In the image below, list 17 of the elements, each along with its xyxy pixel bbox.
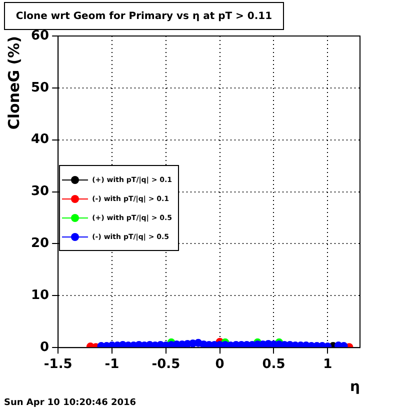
x-axis-title: η [350,379,360,396]
y-tick-label: 50 [30,80,50,96]
y-tick-label: 20 [30,236,50,252]
y-tick-label: 40 [30,132,50,148]
text: Sun Apr 10 10:20:46 2016 [4,398,136,408]
x-tick-label: 0 [215,356,224,372]
y-tick-label: 10 [30,288,50,304]
chart-title: Clone wrt Geom for Primary vs η at pT > 0.11 [4,2,284,30]
y-axis-title: CloneG (%) [4,36,23,130]
x-tick-label: -1 [104,356,120,372]
y-tick-label: 60 [30,28,50,44]
x-tick-label: -1.5 [44,356,72,372]
y-tick-label: 30 [30,184,50,200]
x-tick-label: 0.5 [262,356,286,372]
y-tick-label: 0 [40,340,50,355]
x-tick-label: 1 [323,356,332,372]
x-tick-label: -0.5 [152,356,180,372]
